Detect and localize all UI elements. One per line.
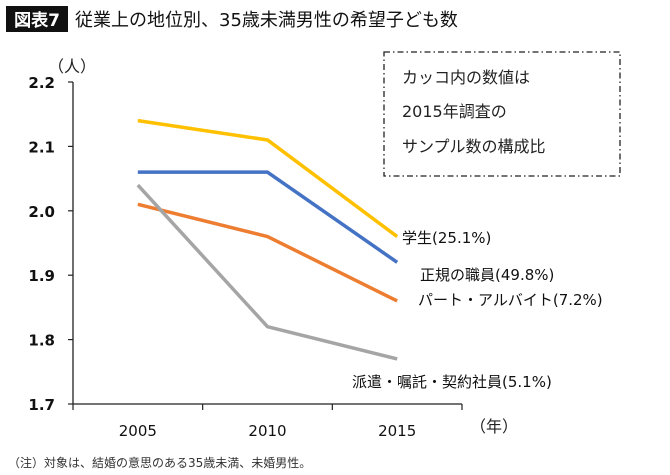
series-label-1: 学生(25.1%) <box>402 229 491 247</box>
x-axis-unit: （年） <box>470 417 518 436</box>
x-tick-label: 2015 <box>378 422 416 440</box>
y-tick-label: 2.2 <box>28 74 55 92</box>
x-tick-label: 2010 <box>248 422 286 440</box>
series-line-4 <box>136 183 398 361</box>
y-tick-label: 1.8 <box>28 332 55 350</box>
note-box <box>383 51 621 177</box>
series-line-2 <box>137 170 399 264</box>
y-axis-unit: （人） <box>48 57 96 76</box>
footnote: （注）対象は、結婚の意思のある35歳未満、未婚男性。 <box>8 455 311 470</box>
note-line-3: サンプル数の構成比 <box>402 137 546 156</box>
series-label-2: 正規の職員(49.8%) <box>420 266 554 284</box>
series-label-3: パート・アルバイト(7.2%) <box>418 291 603 309</box>
y-tick-label: 2.1 <box>28 138 55 156</box>
x-tick-label: 2005 <box>119 422 157 440</box>
series-line-3 <box>137 202 398 303</box>
y-tick-label: 1.7 <box>28 396 55 414</box>
chart-title: 従業上の地位別、35歳未満男性の希望子ども数 <box>75 10 458 31</box>
note-line-1: カッコ内の数値は <box>402 68 530 87</box>
note-line-2: 2015年調査の <box>402 102 507 121</box>
figure-badge: 図表7 <box>14 10 60 31</box>
y-tick-label: 2.0 <box>28 203 55 221</box>
y-tick-label: 1.9 <box>28 267 55 285</box>
series-line-1 <box>137 118 399 238</box>
figure-badge-bg <box>6 6 68 32</box>
series-label-4: 派遣・嘱託・契約社員(5.1%) <box>352 373 552 391</box>
